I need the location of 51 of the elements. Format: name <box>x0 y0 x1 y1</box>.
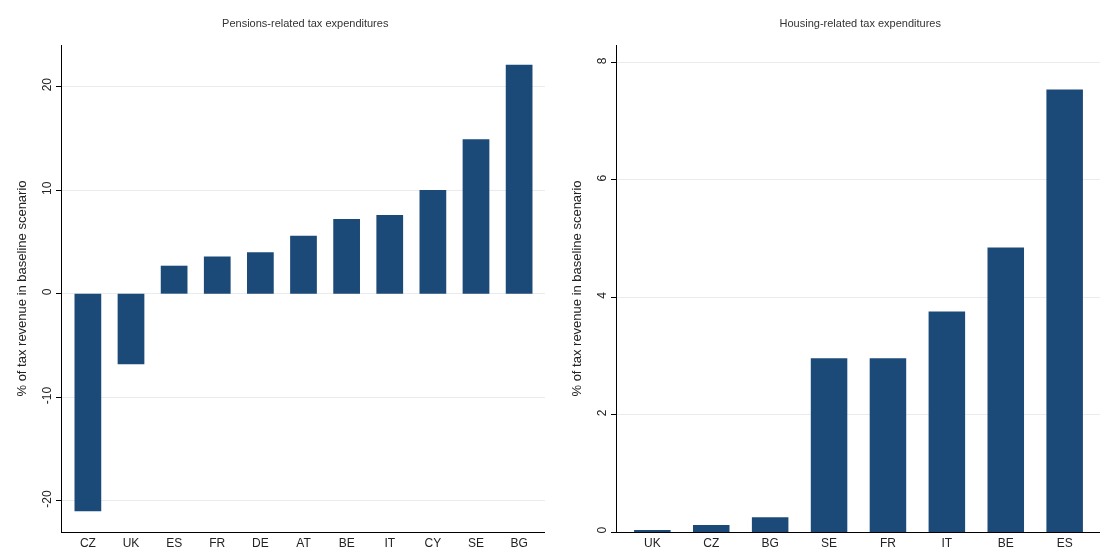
y-axis-title: % of tax revenue in baseline scenario <box>14 180 29 397</box>
bar <box>692 524 730 532</box>
x-tick-label: DE <box>252 536 269 551</box>
x-tick-label: FR <box>209 536 226 551</box>
bar <box>987 247 1025 532</box>
bar <box>203 256 231 294</box>
y-tick-label: 4 <box>595 291 610 299</box>
chart-title: Pensions-related tax expenditures <box>222 17 389 30</box>
x-tick-label: SE <box>467 536 485 551</box>
bar <box>333 219 360 294</box>
x-tick-label: IT <box>941 536 953 551</box>
bar <box>419 190 447 294</box>
x-tick-label: AT <box>296 536 312 551</box>
bar <box>117 293 145 365</box>
x-tick-label: FR <box>879 536 897 551</box>
bar <box>290 235 317 294</box>
y-tick-label: 0 <box>595 526 610 534</box>
x-tick-label: ES <box>1056 536 1073 551</box>
x-tick-label: CZ <box>79 536 96 551</box>
y-tick-label: 0 <box>40 288 55 296</box>
x-tick-label: BE <box>997 536 1014 551</box>
y-tick-label: -20 <box>40 490 55 508</box>
x-tick-label: SE <box>821 536 838 551</box>
y-tick-label: 2 <box>595 409 610 417</box>
bar <box>1046 89 1083 532</box>
x-tick-label: IT <box>384 536 396 551</box>
bar <box>505 64 533 294</box>
bar <box>869 358 907 532</box>
y-tick-label: 8 <box>595 57 610 65</box>
y-tick-label: 6 <box>595 174 610 182</box>
bar <box>376 214 404 294</box>
bar <box>74 293 102 512</box>
x-tick-label: ES <box>166 536 183 551</box>
y-tick-label: -10 <box>40 386 55 405</box>
bar <box>247 252 274 294</box>
y-tick-label: 20 <box>40 77 55 92</box>
x-tick-label: UK <box>644 536 661 551</box>
chart-title: Housing-related tax expenditures <box>779 17 942 30</box>
x-tick-label: BG <box>761 536 779 551</box>
bar <box>160 265 188 294</box>
bar <box>751 517 789 532</box>
x-tick-label: BE <box>338 536 355 551</box>
x-tick-label: CZ <box>703 536 720 551</box>
x-tick-label: UK <box>122 536 140 551</box>
y-axis-title: % of tax revenue in baseline scenario <box>569 180 584 397</box>
x-tick-label: BG <box>510 536 528 551</box>
y-tick-label: 10 <box>40 181 55 195</box>
bar <box>928 311 966 532</box>
bar <box>462 139 490 294</box>
x-tick-label: CY <box>424 536 442 551</box>
bar <box>810 358 848 532</box>
